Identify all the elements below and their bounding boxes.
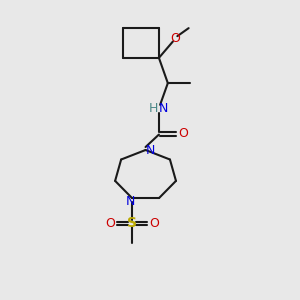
Text: O: O [178,127,188,140]
Text: H: H [149,102,158,115]
Text: O: O [105,217,115,230]
Text: N: N [145,143,155,157]
Text: N: N [126,195,135,208]
Text: N: N [159,102,168,115]
Text: O: O [149,217,159,230]
Text: S: S [127,216,137,230]
Text: O: O [170,32,180,45]
